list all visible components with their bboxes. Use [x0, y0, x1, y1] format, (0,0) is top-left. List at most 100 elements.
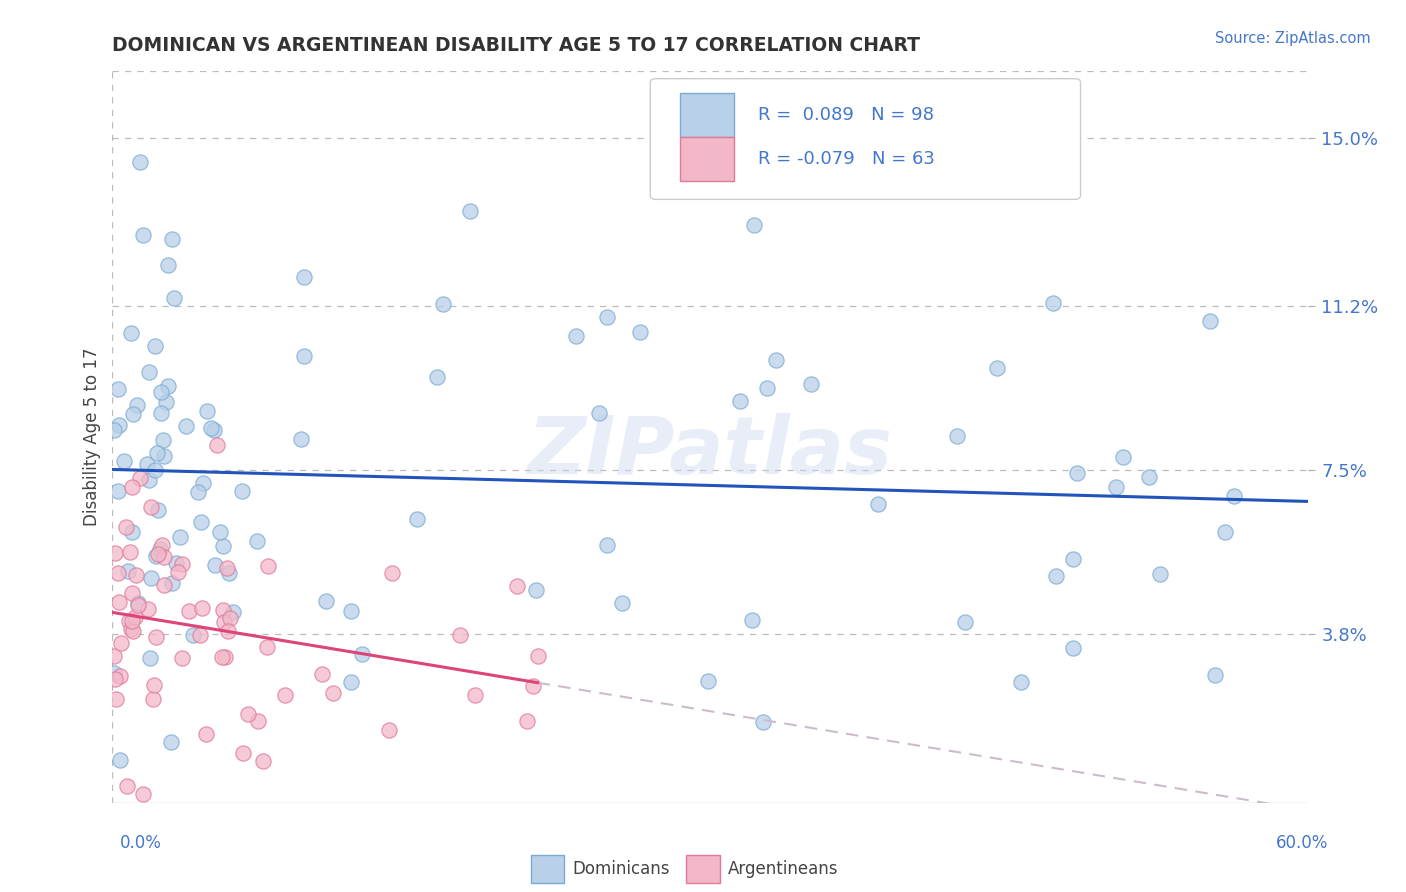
Point [741, 613, 763, 627]
Point [1223, 489, 1246, 503]
Point [117, 780, 139, 794]
Point [1062, 552, 1084, 566]
Point [596, 310, 619, 324]
Text: DOMINICAN VS ARGENTINEAN DISABILITY AGE 5 TO 17 CORRELATION CHART: DOMINICAN VS ARGENTINEAN DISABILITY AGE … [112, 36, 921, 54]
Point [108, 753, 131, 767]
Point [122, 624, 145, 639]
Text: R =  0.089   N = 98: R = 0.089 N = 98 [758, 106, 934, 124]
Point [352, 647, 374, 661]
Point [110, 669, 132, 683]
Point [214, 650, 236, 665]
Point [565, 329, 588, 343]
Point [273, 688, 295, 702]
Point [145, 549, 167, 564]
Point [236, 706, 259, 721]
Point [765, 352, 787, 367]
Point [191, 600, 214, 615]
Point [127, 398, 149, 412]
Text: 0.0%: 0.0% [120, 834, 162, 852]
Point [132, 787, 155, 801]
Point [131, 227, 153, 242]
Point [150, 406, 173, 420]
Point [1149, 566, 1171, 581]
Point [148, 503, 170, 517]
Point [209, 525, 232, 540]
Point [953, 615, 976, 629]
Point [142, 678, 165, 692]
Point [121, 524, 143, 539]
Point [110, 636, 132, 650]
Point [124, 568, 146, 582]
Point [752, 715, 775, 730]
Point [1105, 479, 1128, 493]
Point [1042, 295, 1064, 310]
Point [339, 604, 361, 618]
Point [232, 746, 254, 760]
Point [153, 578, 176, 592]
Point [211, 649, 233, 664]
Point [136, 457, 159, 471]
Point [104, 672, 127, 686]
Point [124, 610, 146, 624]
Point [315, 594, 337, 608]
Point [214, 615, 236, 629]
Point [381, 566, 404, 580]
Point [1010, 675, 1032, 690]
Text: 60.0%: 60.0% [1277, 834, 1329, 852]
Point [128, 471, 150, 485]
Point [120, 622, 142, 636]
Point [1213, 524, 1236, 539]
Point [104, 546, 127, 560]
Point [200, 421, 222, 435]
Point [596, 537, 619, 551]
Point [112, 454, 135, 468]
Point [204, 558, 226, 572]
Point [202, 423, 225, 437]
Point [231, 484, 253, 499]
Point [121, 586, 143, 600]
Point [167, 565, 190, 579]
Point [165, 556, 187, 570]
Point [728, 393, 751, 408]
Point [1198, 314, 1220, 328]
Point [188, 628, 211, 642]
Point [292, 269, 315, 284]
Point [149, 385, 172, 400]
Point [526, 649, 548, 664]
Point [136, 601, 159, 615]
Point [103, 649, 125, 664]
Point [218, 566, 240, 580]
FancyBboxPatch shape [651, 78, 1081, 200]
Point [156, 258, 179, 272]
Point [150, 538, 173, 552]
Point [205, 438, 228, 452]
FancyBboxPatch shape [681, 94, 734, 137]
Point [142, 692, 165, 706]
Point [187, 485, 209, 500]
Point [800, 376, 823, 391]
Point [107, 417, 129, 432]
Point [1112, 450, 1135, 464]
Point [405, 512, 427, 526]
Point [246, 714, 269, 728]
Point [115, 520, 138, 534]
Point [432, 297, 454, 311]
Point [190, 516, 212, 530]
Point [868, 497, 890, 511]
Point [610, 596, 633, 610]
Point [121, 480, 143, 494]
Point [526, 583, 548, 598]
Point [153, 549, 176, 564]
Point [246, 533, 269, 548]
Point [1062, 640, 1084, 655]
Point [197, 404, 219, 418]
Point [449, 628, 471, 642]
Point [155, 395, 177, 409]
Point [340, 675, 363, 690]
Point [160, 735, 183, 749]
Point [138, 473, 160, 487]
Point [156, 379, 179, 393]
Point [516, 714, 538, 729]
Point [191, 476, 214, 491]
Point [139, 571, 162, 585]
